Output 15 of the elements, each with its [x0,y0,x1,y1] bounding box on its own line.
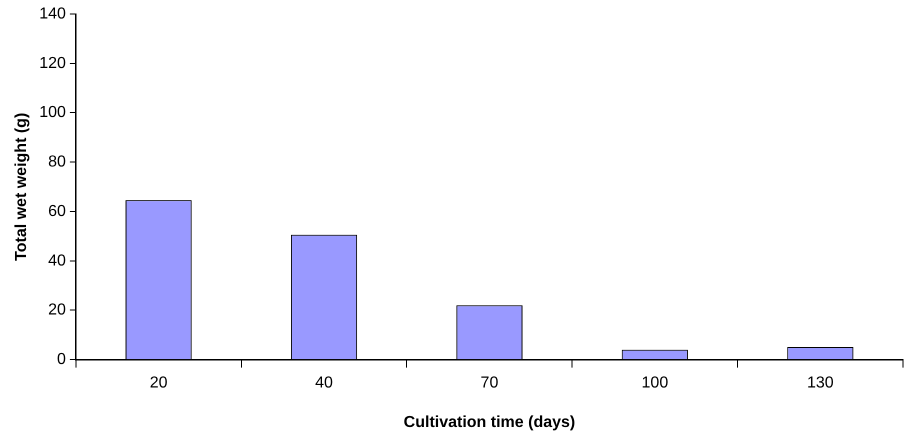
y-tick-label: 0 [56,351,66,368]
y-tick-label: 40 [48,252,66,270]
x-tick-label: 40 [315,374,334,392]
y-tick-label: 140 [39,5,66,22]
y-axis-title: Total wet weight (g) [13,112,30,261]
y-tick-label: 100 [39,104,66,122]
y-tick-label: 80 [48,154,66,171]
x-axis-title: Cultivation time (days) [404,414,576,431]
y-tick-label: 60 [48,202,66,220]
x-tick-label: 100 [642,374,668,392]
x-tick-label: 20 [150,374,168,392]
y-tick-label: 20 [48,302,66,319]
y-tick-label: 120 [39,54,66,72]
x-tick-label: 70 [480,374,498,392]
x-tick-label: 130 [806,374,834,392]
